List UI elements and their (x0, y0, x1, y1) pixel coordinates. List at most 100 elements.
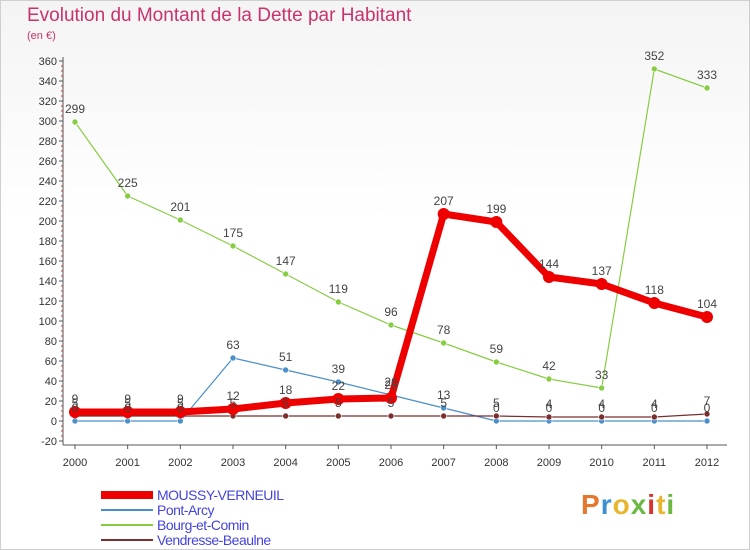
data-label: 12 (226, 389, 240, 403)
legend-item-bourg-et-comin[interactable]: Bourg-et-Comin (101, 516, 284, 533)
logo-letter: i (666, 489, 676, 520)
y-tick-label: -20 (41, 436, 57, 448)
data-point (490, 216, 503, 228)
data-label: 299 (65, 102, 85, 116)
data-label: 333 (697, 68, 717, 82)
data-point (229, 242, 237, 250)
data-label: 9 (177, 392, 184, 406)
legend: MOUSSY-VERNEUIL Pont-Arcy Bourg-et-Comin… (101, 487, 284, 548)
data-label: 9 (124, 392, 131, 406)
data-label: 42 (542, 359, 556, 373)
x-tick-label: 2003 (221, 457, 245, 469)
legend-item-vendresse-beaulne[interactable]: Vendresse-Beaulne (101, 531, 284, 548)
data-label: 144 (539, 257, 559, 271)
data-label: 9 (72, 392, 79, 406)
data-point (598, 413, 605, 421)
data-point (227, 403, 239, 415)
data-point (282, 412, 289, 420)
data-label: 5 (440, 396, 447, 410)
data-point (543, 271, 555, 283)
y-tick-label: 80 (45, 336, 57, 348)
data-point (282, 270, 289, 278)
data-label: 23 (384, 378, 398, 392)
y-tick-label: 20 (45, 396, 57, 408)
data-label: 0 (704, 401, 711, 415)
data-label: 5 (230, 396, 237, 410)
data-label: 225 (118, 176, 138, 190)
data-label: 18 (279, 383, 293, 397)
data-label: 63 (226, 338, 240, 352)
data-label: 5 (177, 396, 184, 410)
data-point (701, 311, 713, 323)
data-label: 118 (645, 283, 664, 297)
data-label: 26 (384, 375, 398, 389)
data-point (703, 410, 711, 418)
data-point (332, 393, 345, 405)
data-point (124, 192, 131, 200)
data-point (282, 366, 289, 374)
y-tick-label: 200 (39, 216, 57, 228)
y-tick-label: 300 (39, 116, 57, 128)
data-point (71, 118, 79, 126)
legend-swatch (101, 523, 153, 526)
data-point (545, 375, 553, 383)
logo-letter: i (647, 489, 657, 520)
data-point (279, 397, 292, 409)
proxiti-logo: Proxiti (581, 489, 675, 521)
data-label: 207 (434, 194, 454, 208)
data-label: 119 (329, 282, 348, 296)
legend-label: Vendresse-Beaulne (157, 531, 271, 548)
x-tick-label: 2004 (273, 457, 297, 469)
data-label: 0 (598, 401, 605, 415)
data-point (440, 404, 447, 412)
y-tick-label: 220 (39, 196, 57, 208)
legend-swatch (101, 490, 153, 499)
data-point (69, 406, 81, 418)
data-point (651, 65, 658, 73)
data-label: 352 (644, 49, 664, 63)
logo-letter: r (600, 489, 613, 520)
data-label: 51 (279, 350, 293, 364)
logo-letter: t (656, 489, 667, 520)
data-label: 13 (437, 388, 451, 402)
legend-label: Bourg-et-Comin (157, 516, 249, 533)
y-tick-label: 60 (45, 356, 57, 368)
data-point (387, 321, 395, 329)
data-label: 201 (170, 200, 190, 214)
data-label: 5 (282, 396, 289, 410)
data-label: 0 (124, 401, 131, 415)
data-label: 4 (546, 397, 553, 411)
data-point (387, 412, 395, 420)
x-tick-label: 2010 (589, 457, 613, 469)
data-label: 39 (332, 362, 346, 376)
x-tick-label: 2006 (379, 457, 403, 469)
data-label: 4 (598, 397, 605, 411)
y-tick-label: 260 (39, 156, 57, 168)
data-point (121, 406, 134, 418)
data-label: 5 (493, 396, 500, 410)
data-point (440, 339, 447, 347)
legend-item-pont-arcy[interactable]: Pont-Arcy (101, 501, 284, 518)
x-tick-label: 2001 (115, 457, 139, 469)
data-label: 7 (704, 394, 711, 408)
x-tick-label: 2009 (537, 457, 561, 469)
chart-title: Evolution du Montant de la Dette par Hab… (27, 5, 412, 26)
data-label: 137 (592, 264, 612, 278)
logo-letter: P (581, 489, 601, 520)
legend-item-moussy[interactable]: MOUSSY-VERNEUIL (101, 487, 284, 503)
x-tick-label: 2012 (695, 457, 719, 469)
data-label: 5 (335, 396, 342, 410)
y-tick-label: 340 (39, 76, 57, 88)
data-point (598, 384, 605, 392)
unit-label: (en €) (27, 30, 56, 42)
x-tick-label: 2011 (643, 457, 667, 469)
y-tick-label: 280 (39, 136, 57, 148)
legend-label: Pont-Arcy (157, 501, 214, 518)
y-tick-label: 360 (39, 56, 57, 68)
y-tick-label: 140 (39, 276, 57, 288)
y-tick-label: 160 (39, 256, 57, 268)
data-point (174, 406, 187, 418)
data-point (177, 216, 184, 224)
